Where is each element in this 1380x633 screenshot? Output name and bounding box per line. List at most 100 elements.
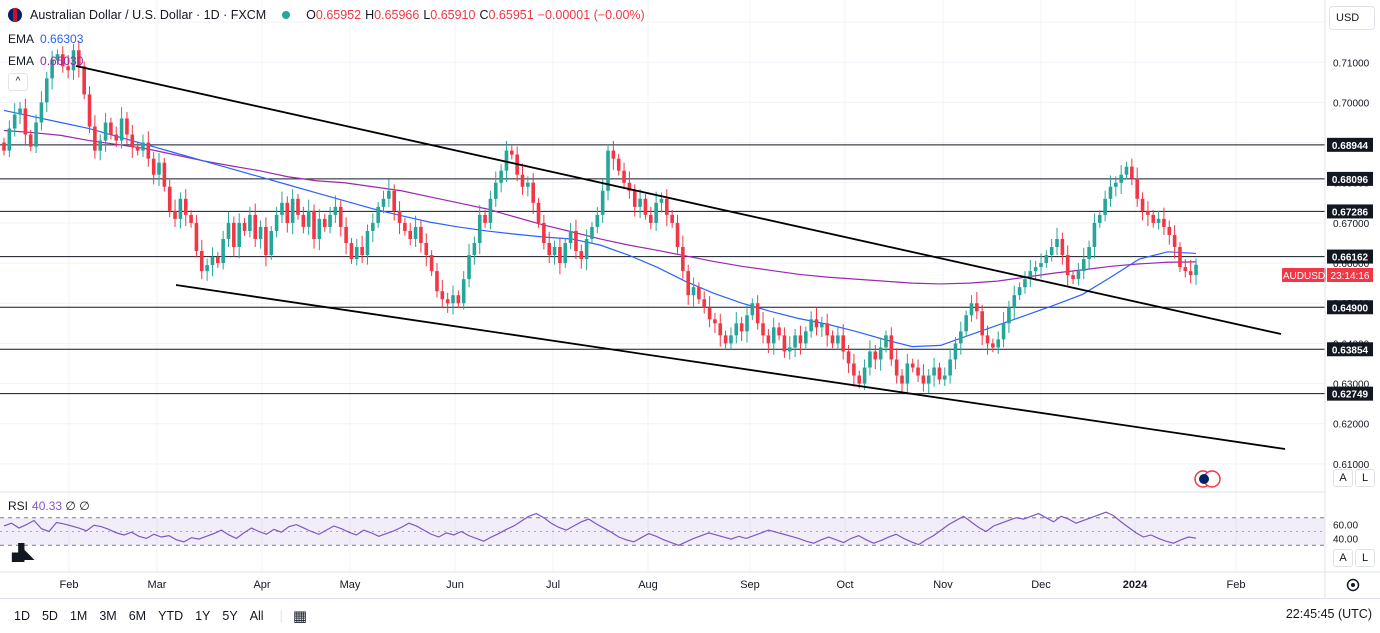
tradingview-logo-icon[interactable]: ▟◣ [12,545,35,562]
candle-body [873,351,878,360]
candle-body [93,126,97,151]
change-value: −0.00001 (−0.00%) [537,8,645,22]
candle-body [365,230,370,256]
au-flag-icon [8,8,22,22]
calendar-range-icon[interactable]: ▦ [292,608,308,625]
ema-slow-value: 0.66030 [40,54,84,68]
level-label: 0.68096 [1332,175,1369,186]
candle-body [221,238,225,264]
candle-body [889,335,894,360]
candle-body [910,363,915,368]
candle-body [338,206,343,227]
candle-body [611,150,616,159]
candle-body [750,303,755,316]
timeframe-ytd[interactable]: YTD [158,609,184,623]
candle-body [429,255,434,272]
level-labels: 0.68944 0.68096 0.67286 0.66162 0.64900 0.638… [1327,137,1373,401]
candle-body [632,190,637,207]
candle-body [1156,218,1161,223]
candle-body [376,206,380,223]
au-flag-icon [1199,474,1209,484]
candle-body [467,255,471,280]
time-tick-label: Feb [1227,579,1246,591]
candle-body [237,222,241,248]
candle-body [959,331,963,344]
price-tick-label: 0.71000 [1333,58,1370,69]
timeframe-all[interactable]: All [249,609,264,623]
candle-body [1151,214,1156,223]
timeframe-3m[interactable]: 3M [99,609,117,623]
candle-body [1065,255,1070,276]
candle-body [846,351,851,364]
candle-body [162,162,167,187]
collapse-legend-button[interactable]: ^ [8,73,28,91]
candle-body [638,198,642,207]
rsi-legend[interactable]: RSI 40.33 ∅ ∅ [8,499,90,513]
symbol-title[interactable]: Australian Dollar / U.S. Dollar · 1D · F… [30,8,267,22]
trend-lines[interactable] [75,65,1286,450]
candle-body [798,335,803,344]
candle-body [622,170,626,183]
timeframe-5y[interactable]: 5Y [222,609,238,623]
level-label: 0.64900 [1332,303,1369,314]
economic-event-icons[interactable] [1194,470,1221,488]
log-scale-button[interactable]: L [1355,469,1375,487]
level-label-bg [1327,249,1373,264]
timeframe-1m[interactable]: 1M [69,609,88,623]
auto-scale-button[interactable]: A [1333,469,1353,487]
candle-body [461,279,466,304]
timeframe-6m[interactable]: 6M [128,609,147,623]
candle-body [916,367,920,376]
candle-body [600,190,605,215]
candle-body [1167,226,1172,235]
candle-body [953,343,958,360]
candle-body [547,242,552,256]
candle-body [852,363,856,376]
time-axis[interactable]: Feb Mar Apr May Jun Jul Aug Sep Oct Nov Dec 2024 Feb [60,579,1246,591]
time-tick-label: Mar [148,579,167,591]
rsi-pane[interactable]: 60.00 40.00 [0,491,1358,546]
utc-clock[interactable]: 22:45:45 (UTC) [1285,607,1372,621]
candle-body [306,210,311,227]
candle-body [510,150,514,155]
settings-gear-icon[interactable] [1346,578,1360,592]
level-label-bg [1327,171,1373,186]
currency-button[interactable]: USD [1329,6,1375,30]
candle-body [157,162,161,175]
ohlc-values: O0.65952 H0.65966 L0.65910 C0.65951 −0.0… [306,8,645,22]
candle-body [969,303,974,316]
ema-fast-legend[interactable]: EMA 0.66303 [8,32,84,46]
trend-line-upper [75,65,1282,335]
candle-body [71,50,76,71]
candle-body [579,251,584,260]
candle-body [552,247,557,256]
timeframe-list: 1D 5D 1M 3M 6M YTD 1Y 5Y All [0,609,270,623]
timeframe-5d[interactable]: 5D [41,609,58,623]
ema-slow-legend[interactable]: EMA 0.66030 [8,54,84,68]
candle-body [718,323,723,336]
timeframe-1d[interactable]: 1D [14,609,30,623]
level-label-bg [1327,342,1373,357]
candle-body [1071,275,1075,280]
rsi-axis: 60.00 40.00 [1333,521,1358,546]
candle-body [381,198,386,207]
candle-body [932,367,936,376]
candle-body [424,242,429,256]
rsi-auto-scale-button[interactable]: A [1333,549,1353,567]
candle-body [900,375,904,384]
candle-body [1017,287,1022,296]
candle-body [654,202,658,223]
candle-body [937,367,942,380]
candle-body [285,202,290,223]
timeframe-1y[interactable]: 1Y [195,609,211,623]
candle-body [103,122,108,141]
candle-body [146,142,151,159]
ema-fast-line [3,109,1197,348]
candle-body [568,230,573,243]
rsi-log-scale-button[interactable]: L [1355,549,1375,567]
candle-body [985,335,990,344]
price-chart[interactable]: 0.720000.710000.700000.690000.680000.670… [0,0,1380,598]
price-axis[interactable]: 0.720000.710000.700000.690000.680000.670… [1333,18,1370,471]
candle-body [130,134,135,147]
candle-body [771,327,776,344]
